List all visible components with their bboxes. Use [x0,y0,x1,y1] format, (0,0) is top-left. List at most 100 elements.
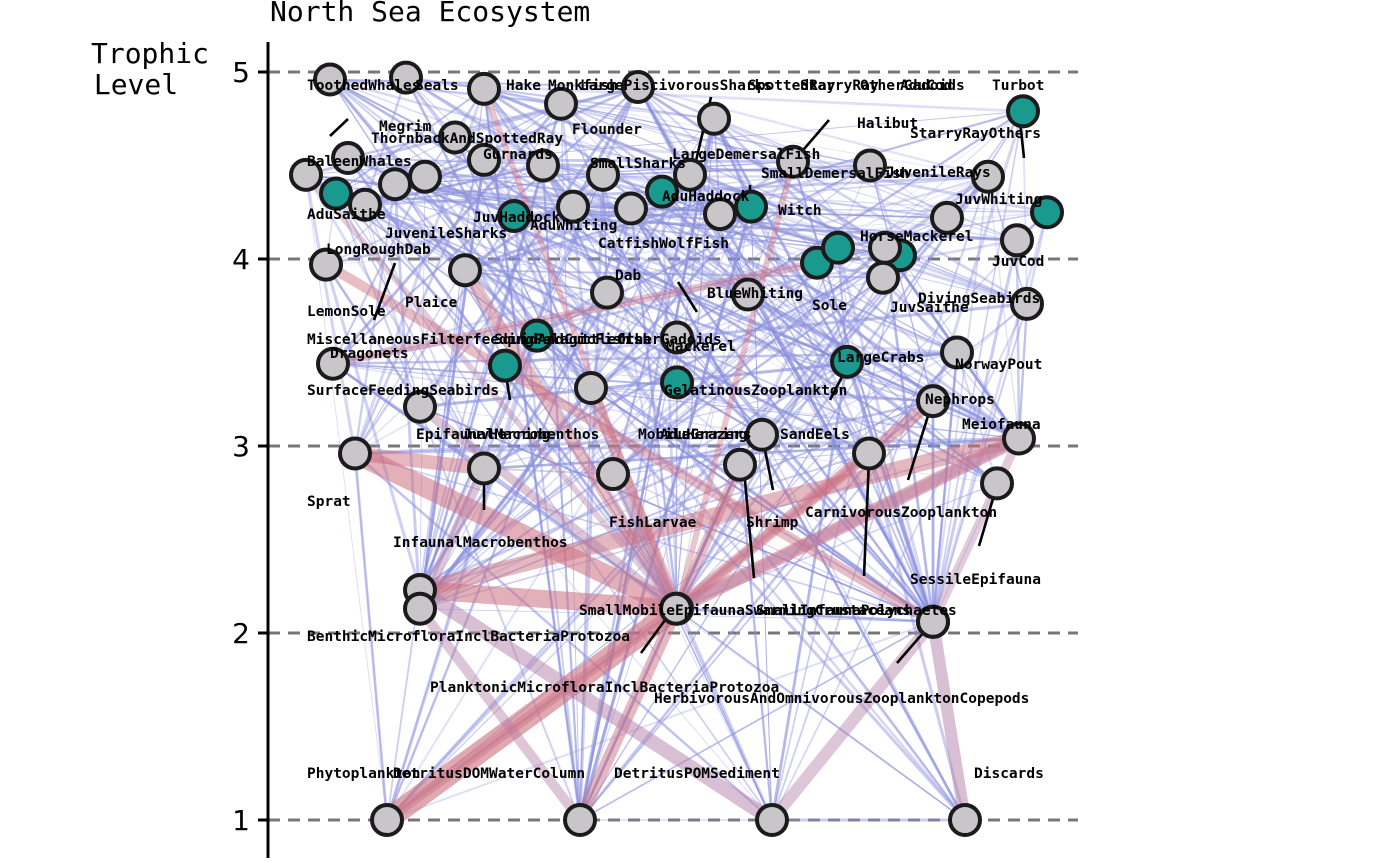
label-leader-line [742,469,756,579]
flow-link [328,78,750,296]
trophic-level-axis: 1 2 3 4 5 [232,42,270,858]
flow-link [629,207,679,610]
node-JuvCod [1030,195,1064,230]
flow-link [675,246,887,611]
species-label: SmallDemersalFish [761,166,909,182]
node-LargePiscivorousSharks [621,69,655,104]
species-label: SessileEpifauna [910,572,1041,588]
flow-link [747,293,934,623]
label-leader-line [862,459,871,577]
species-label: Mackerel [666,339,736,355]
major-flow-link [670,431,1026,616]
flow-link [513,215,966,821]
y-tick-label-3: 3 [232,430,250,463]
species-label: LargeDemersalFish [672,147,820,163]
node-JuvHerring [467,451,501,486]
flow-link [541,164,935,624]
flow-link [590,387,1020,439]
flow-link [325,190,663,266]
flow-link [559,102,1021,440]
flow-link [324,263,422,592]
flow-link [560,103,794,163]
flow-link [630,207,934,623]
flow-link [335,192,485,470]
node-BenthicMicrofloraInclBacteriaProtozoa [403,591,437,626]
major-flow-link [321,259,938,627]
major-flow-link [345,443,687,619]
flow-link [305,174,388,821]
flow-link [676,206,752,339]
major-flow-link [376,597,687,831]
flow-link [328,78,1025,113]
flow-link [483,467,966,821]
major-flow-link [927,615,971,826]
flow-link [305,174,870,455]
node-SmallDemersalFish [776,144,810,179]
flow-link [483,467,614,475]
node-StarryRayOthers [971,159,1005,194]
flow-link [364,204,421,408]
node-Nephrops [916,384,950,419]
node-DetritusPOMSediment [755,803,789,837]
flow-link [712,117,871,455]
flow-link [867,451,967,822]
flow-link [418,173,692,592]
species-label: HorseMackerel [860,229,974,245]
flow-link [419,215,515,591]
flow-link [571,205,959,354]
species-label: Flounder [572,122,642,138]
major-flow-link [672,433,1024,614]
major-flow-link [348,446,491,476]
major-flow-link [382,603,681,825]
flow-link [932,110,1024,623]
flow-link [590,165,871,389]
species-label: SandEels [780,427,850,443]
node-GelatinousZooplankton [660,365,694,400]
species-label: LargeCrabs [837,350,924,366]
flow-link [304,173,575,208]
flow-link [513,215,581,821]
major-flow-link [481,85,680,612]
flow-link [689,174,934,623]
node-Turbot [331,141,365,176]
flow-link [504,176,989,367]
node-Flounder [586,157,620,192]
flow-link [513,215,592,389]
node-JuvenileSharks [556,189,590,224]
flow-link [503,364,935,623]
node-OtherGadoids2 [731,277,765,312]
node-ThornbackAndSpottedRay [526,148,560,183]
species-label: Turbot [992,78,1044,94]
species-label: BenthicMicrofloraInclBacteriaProtozoa [307,629,630,645]
species-label: SmallMobileEpifaunaSwarmingCrustaceans [579,603,911,619]
node-Meiofauna [1002,421,1036,456]
species-label: AduWhiting [530,218,617,234]
flow-link [483,206,752,469]
flow-link [932,351,958,623]
species-nodes [289,60,1064,837]
flow-link [328,78,692,177]
flow-link [536,335,773,821]
species-label: NorwayPout [955,357,1042,373]
species-label: AduCod [900,78,952,94]
major-flow-link [412,430,1027,598]
flow-link [463,268,507,367]
flow-link [931,351,959,624]
flow-link [931,238,1019,624]
flow-link [335,192,763,436]
major-flow-link [671,395,939,615]
flow-link [612,110,1024,475]
flow-link [419,294,749,610]
flow-link [482,87,575,209]
flow-link [611,246,840,476]
flow-link [418,102,563,611]
flow-link [761,361,848,436]
flow-link [334,192,1019,242]
species-label: SquidAndCuttlefish [494,332,651,348]
node-ToothedWhales [313,62,347,97]
species-label: Seals [415,78,459,94]
species-label: BaleenWhales [307,154,412,170]
flow-link [404,76,750,297]
flow-link [589,175,990,390]
